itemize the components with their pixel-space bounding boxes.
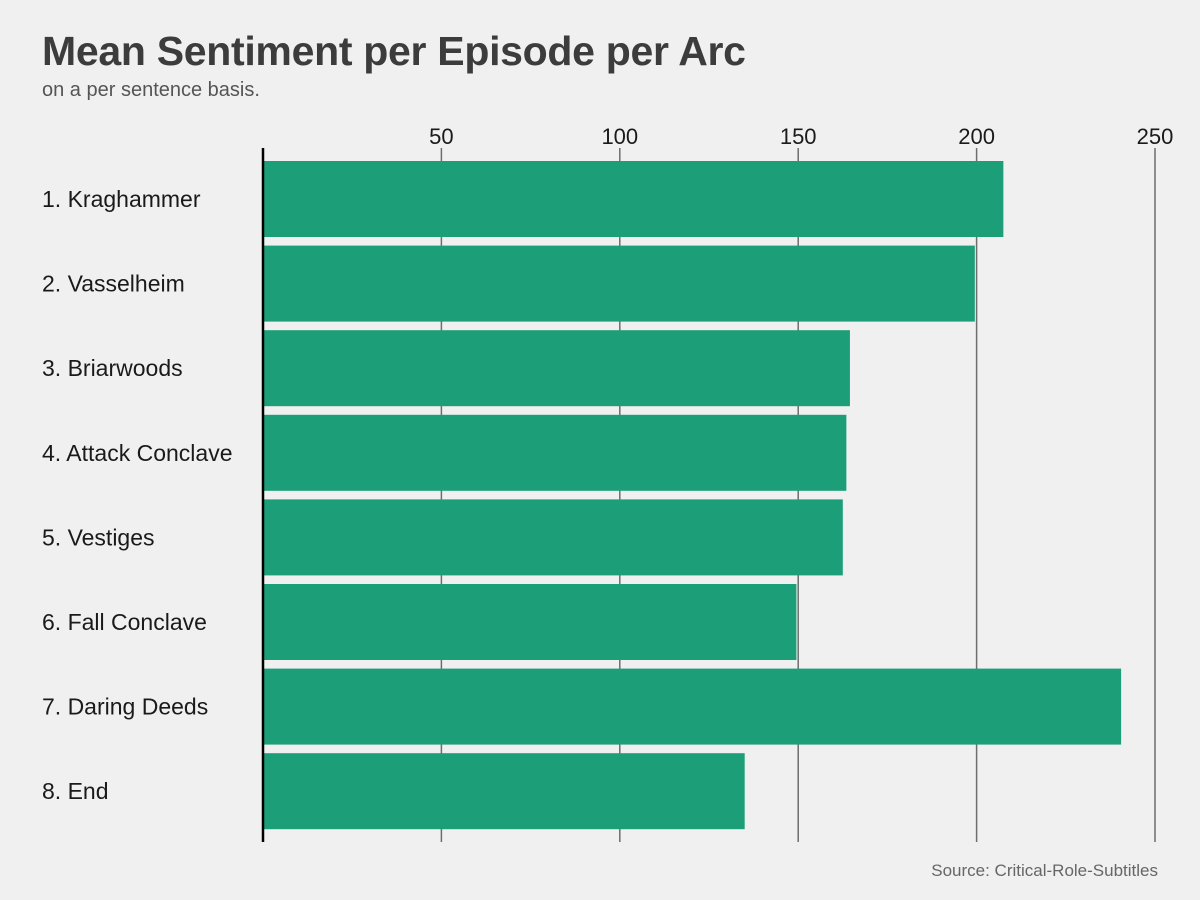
category-label: 6. Fall Conclave <box>42 609 207 635</box>
category-label: 4. Attack Conclave <box>42 440 233 466</box>
bar <box>263 753 745 830</box>
x-tick-label: 50 <box>429 124 453 149</box>
chart-title: Mean Sentiment per Episode per Arc <box>42 28 746 74</box>
category-label: 1. Kraghammer <box>42 186 201 212</box>
bar <box>263 584 797 660</box>
x-tick-label: 200 <box>958 124 995 149</box>
bar <box>263 668 1122 745</box>
bar <box>263 414 847 491</box>
bar <box>263 499 843 576</box>
category-label: 7. Daring Deeds <box>42 694 208 720</box>
category-label: 8. End <box>42 778 109 804</box>
x-tick-label: 100 <box>601 124 638 149</box>
category-label: 3. Briarwoods <box>42 355 183 381</box>
category-label: 5. Vestiges <box>42 524 155 550</box>
category-label: 2. Vasselheim <box>42 271 185 297</box>
chart-subtitle: on a per sentence basis. <box>42 79 260 101</box>
x-tick-label: 250 <box>1137 124 1174 149</box>
bar <box>263 245 975 322</box>
x-tick-label: 150 <box>780 124 817 149</box>
source-note: Source: Critical-Role-Subtitles <box>931 861 1158 880</box>
bar <box>263 330 850 407</box>
bar <box>263 161 1004 237</box>
